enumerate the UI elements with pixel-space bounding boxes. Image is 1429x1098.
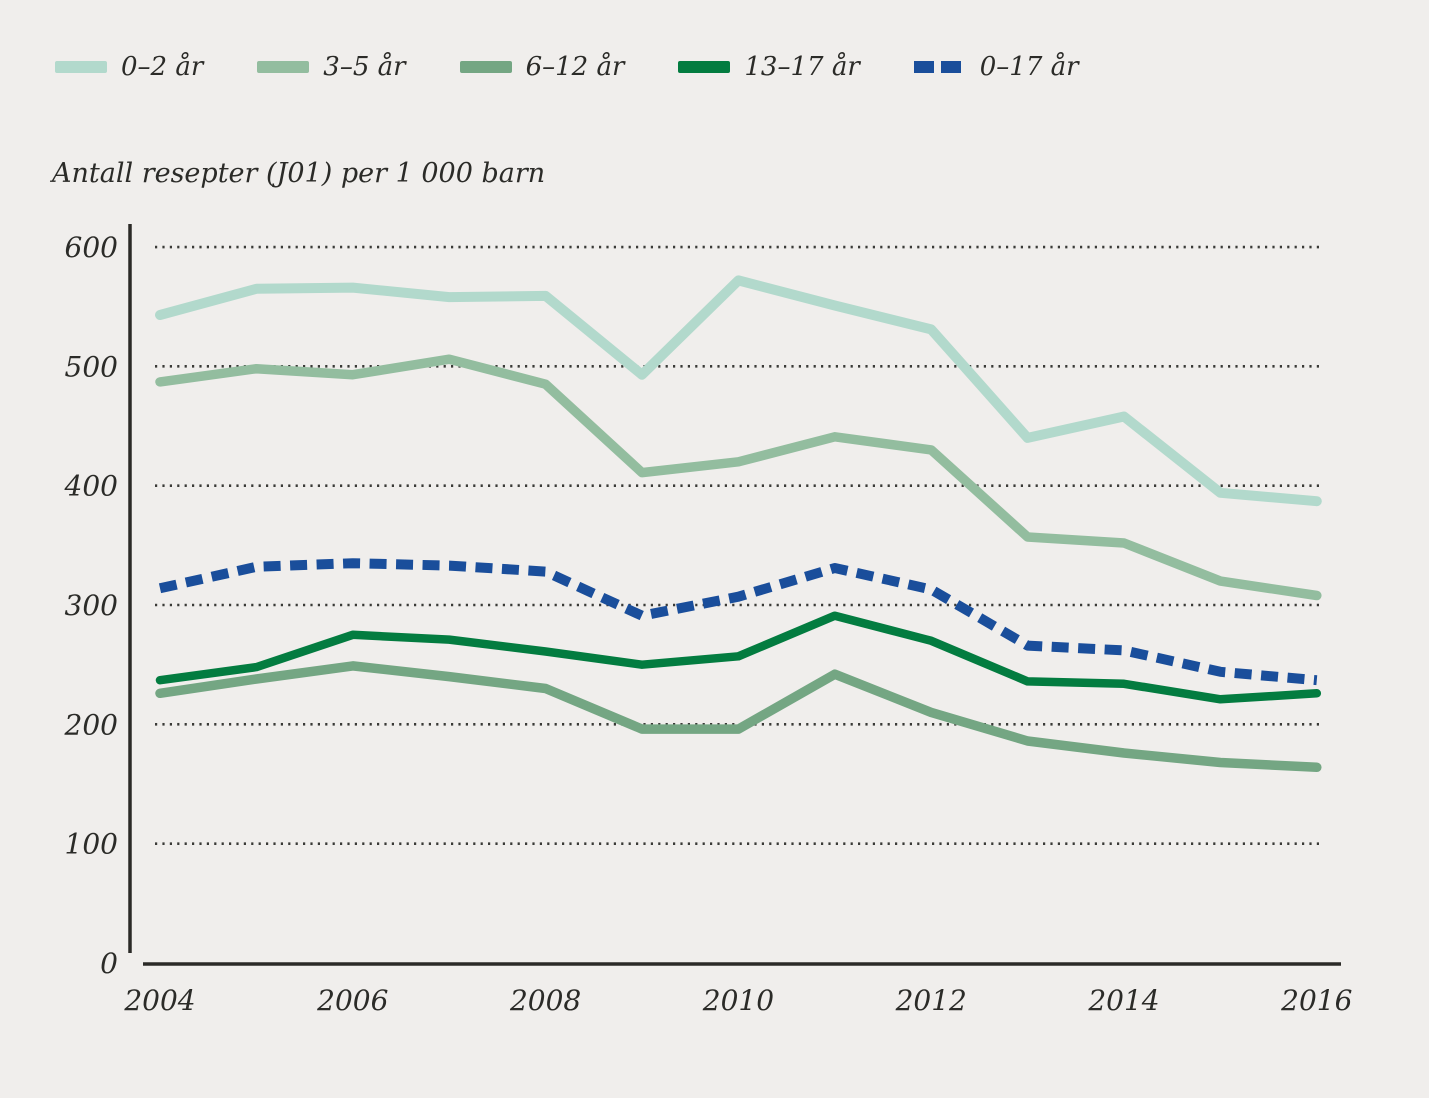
y-axis-tick-label: 400 [64, 470, 118, 503]
legend-label: 0–2 år [121, 52, 204, 82]
chart-legend: 0–2 år 3–5 år 6–12 år 13–17 år 0–17 år [55, 52, 1079, 82]
legend-item-3-5-r: 3–5 år [257, 52, 406, 82]
x-axis-tick-label: 2008 [509, 984, 581, 1017]
legend-swatch-icon [459, 61, 512, 73]
legend-item-0-2-r: 0–2 år [55, 52, 203, 82]
y-axis-tick-label: 100 [65, 828, 118, 861]
legend-swatch-icon [913, 61, 961, 73]
x-axis-tick-label: 2010 [702, 984, 774, 1017]
series-line-13-17-r [155, 611, 1322, 704]
legend-label: 13–17 år [744, 52, 860, 82]
series-line-0-17-r [158, 558, 1318, 686]
series-line-6-12-r [155, 661, 1322, 773]
legend-swatch-icon [678, 61, 731, 73]
chart-title: Antall resepter (J01) per 1 000 barn [52, 158, 546, 189]
legend-swatch-icon [257, 61, 310, 73]
legend-swatch-icon [55, 61, 107, 73]
y-axis-tick-label: 300 [65, 589, 118, 622]
x-axis-tick-label: 2006 [316, 984, 388, 1017]
legend-label: 0–17 år [979, 52, 1079, 82]
x-axis-tick-label: 2012 [895, 984, 967, 1017]
y-axis-tick-label: 600 [65, 231, 118, 264]
y-axis-tick-label: 200 [64, 708, 118, 741]
legend-item-13-17-r: 13–17 år [678, 52, 860, 82]
x-axis-tick-label: 2014 [1087, 984, 1159, 1017]
x-axis-tick-label: 2016 [1280, 984, 1352, 1017]
series-line-3-5-r [155, 354, 1322, 601]
x-axis-tick-label: 2004 [123, 984, 195, 1017]
legend-label: 3–5 år [323, 52, 406, 82]
series-line-0-2-r [155, 275, 1322, 507]
legend-item-0-17-r: 0–17 år [913, 52, 1079, 82]
y-axis-tick-label: 500 [65, 350, 118, 383]
y-axis-tick-label: 0 [100, 947, 118, 980]
legend-label: 6–12 år [525, 52, 625, 82]
legend-item-6-12-r: 6–12 år [459, 52, 625, 82]
